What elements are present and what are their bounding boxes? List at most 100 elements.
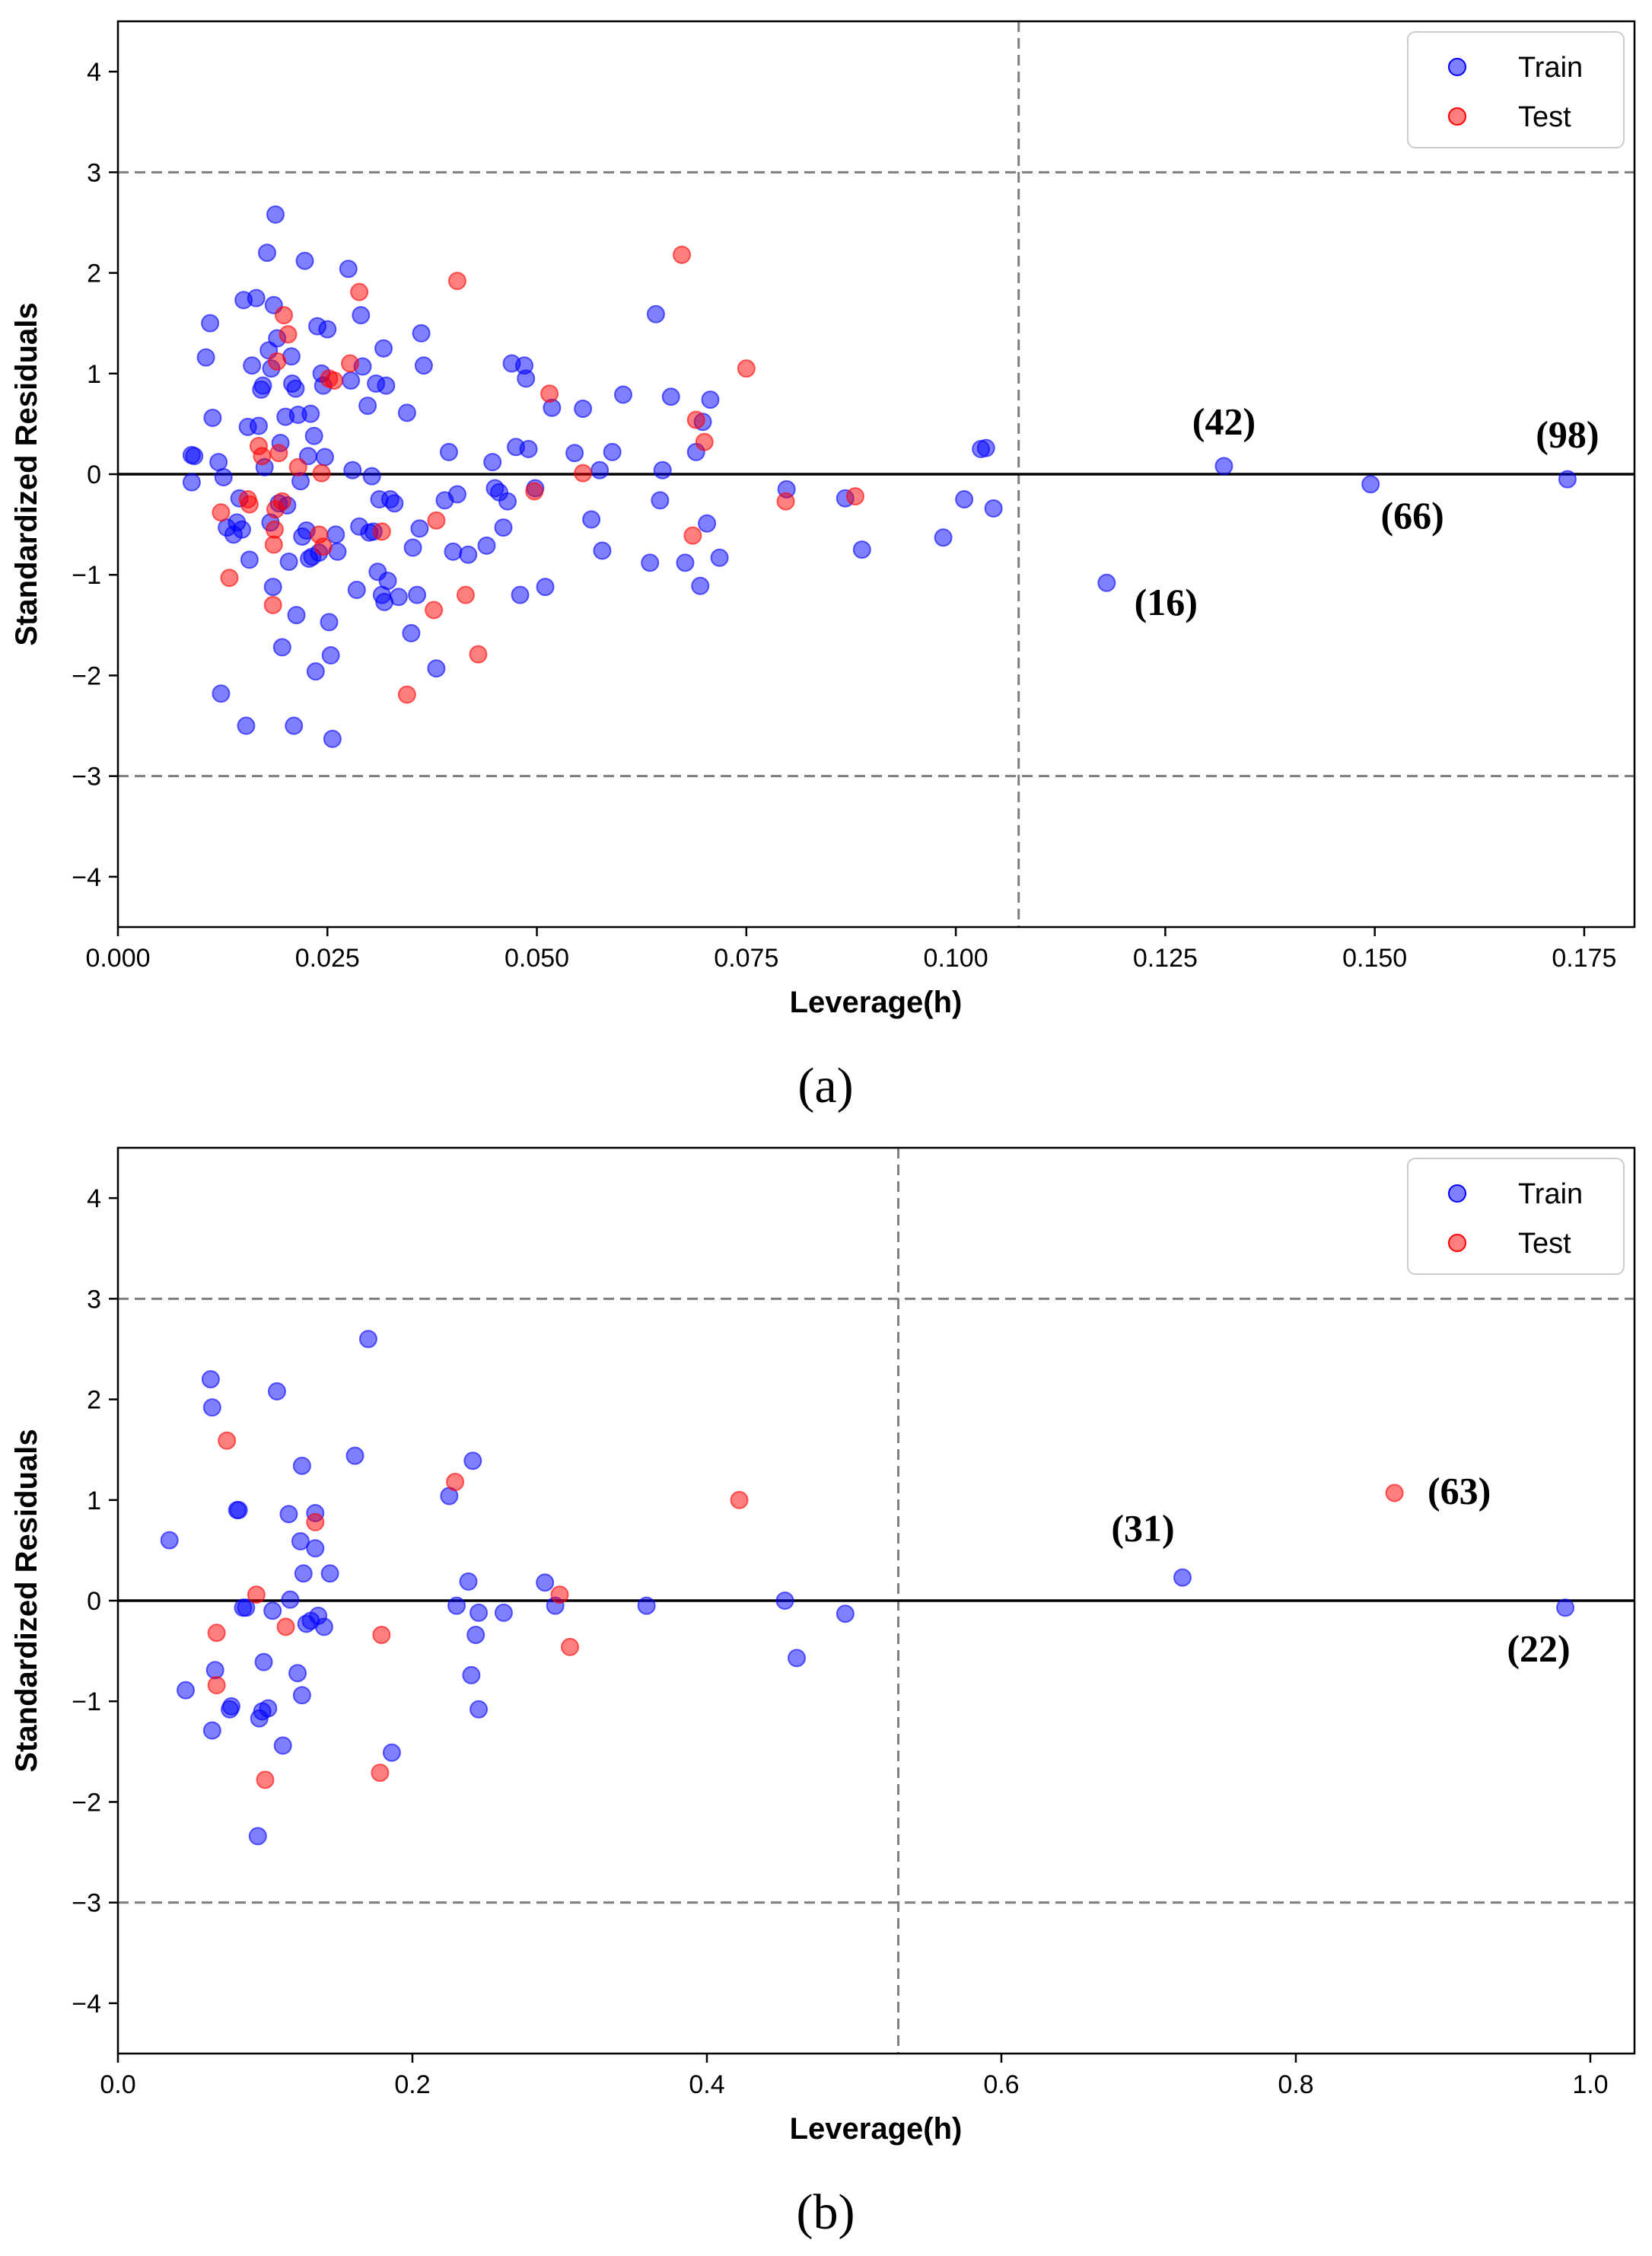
- train-point: [976, 438, 995, 457]
- test-point: [540, 384, 559, 403]
- train-point: [214, 467, 233, 486]
- train-point: [641, 553, 660, 572]
- x-tick-label: 0.8: [1278, 2070, 1313, 2099]
- outlier-labels: (42) (98) (66) (16): [1135, 400, 1599, 623]
- test-point: [265, 520, 284, 539]
- test-point: [263, 595, 282, 614]
- train-point: [402, 623, 421, 642]
- outlier-label: (22): [1507, 1627, 1570, 1669]
- test-point: [264, 535, 283, 554]
- test-point: [561, 1637, 580, 1656]
- train-point: [1556, 1598, 1575, 1617]
- train-point: [358, 1330, 377, 1349]
- test-point: [325, 371, 344, 390]
- train-point: [160, 1531, 179, 1550]
- train-point: [698, 514, 717, 533]
- panel-b-caption: (b): [797, 2184, 855, 2240]
- test-point: [683, 526, 702, 545]
- test-point: [686, 410, 705, 429]
- train-point: [511, 585, 530, 604]
- y-tick-label: −4: [72, 863, 101, 892]
- train-point: [321, 646, 340, 664]
- train-point: [1173, 1568, 1192, 1587]
- train-point: [294, 1564, 313, 1583]
- train-point: [661, 387, 680, 406]
- x-tick-label: 0.0: [100, 2070, 135, 2099]
- test-point: [212, 503, 231, 522]
- train-point: [477, 536, 496, 555]
- legend-frame: [1407, 31, 1625, 148]
- test-point: [397, 685, 416, 704]
- legend-train-marker: [1448, 1184, 1466, 1203]
- test-point: [312, 464, 331, 483]
- train-point: [574, 400, 593, 419]
- train-point: [202, 1721, 221, 1740]
- data-points: [160, 1330, 1575, 1846]
- train-point: [498, 492, 517, 511]
- train-point: [469, 1700, 489, 1719]
- train-point: [314, 1617, 333, 1636]
- test-point: [1385, 1483, 1404, 1502]
- legend-frame: [1407, 1158, 1625, 1275]
- x-axis-label: Leverage(h): [790, 986, 963, 1019]
- train-point: [775, 1592, 794, 1610]
- train-point: [408, 585, 427, 604]
- train-point: [385, 494, 404, 513]
- train-point: [519, 439, 538, 458]
- train-point: [323, 729, 342, 748]
- train-point: [248, 1827, 267, 1846]
- x-tick-label: 1.0: [1572, 2070, 1608, 2099]
- train-point: [212, 684, 231, 703]
- outlier-label: (66): [1380, 494, 1444, 537]
- train-point: [377, 376, 396, 395]
- panel-a: (42) (98) (66) (16) 0.000 0.025 0.050 0.075 0.1…: [10, 20, 1636, 1114]
- train-point: [439, 442, 458, 461]
- x-axis-label: Leverage(h): [790, 2112, 963, 2146]
- train-point: [320, 1564, 339, 1583]
- test-point: [256, 1770, 275, 1789]
- train-point: [836, 1604, 855, 1623]
- test-point: [207, 1623, 226, 1643]
- train-point: [710, 548, 729, 567]
- train-point: [374, 339, 393, 358]
- train-point: [237, 1598, 256, 1617]
- train-point: [291, 1531, 310, 1550]
- y-tick-label: 0: [87, 460, 101, 489]
- legend-test-marker: [1448, 107, 1466, 126]
- train-point: [412, 323, 431, 343]
- x-tick-label: 0.4: [689, 2070, 724, 2099]
- train-point: [273, 1736, 292, 1755]
- train-point: [301, 404, 320, 423]
- train-point: [292, 1686, 311, 1705]
- test-point: [425, 601, 444, 620]
- train-point: [403, 538, 422, 557]
- train-point: [536, 1573, 555, 1592]
- test-point: [276, 1617, 295, 1636]
- train-point: [1558, 470, 1577, 489]
- test-point: [371, 1764, 390, 1783]
- train-point: [653, 460, 672, 480]
- train-point: [279, 553, 298, 572]
- x-tick-label: 0.125: [1133, 944, 1198, 973]
- train-point: [603, 442, 622, 461]
- panel-b: (31) (63) (22) 0.0 0.2 0.4 0.6 0.8 1.0 −4 −3 −2 −1…: [10, 1146, 1636, 2240]
- train-point: [272, 638, 291, 657]
- x-tick-label: 0.6: [983, 2070, 1019, 2099]
- train-point: [253, 376, 272, 395]
- train-point: [459, 545, 478, 564]
- train-point: [463, 1451, 482, 1471]
- train-point: [286, 379, 305, 398]
- train-point: [934, 528, 953, 547]
- train-point: [613, 385, 632, 404]
- test-point: [253, 447, 272, 466]
- train-point: [466, 1625, 485, 1644]
- train-point: [177, 1681, 196, 1700]
- train-point: [646, 304, 665, 323]
- train-point: [201, 314, 220, 333]
- train-point: [306, 662, 325, 681]
- train-point: [202, 1398, 221, 1417]
- train-point: [651, 491, 670, 510]
- test-point: [525, 482, 544, 501]
- train-point: [343, 460, 362, 480]
- test-point: [306, 1512, 325, 1531]
